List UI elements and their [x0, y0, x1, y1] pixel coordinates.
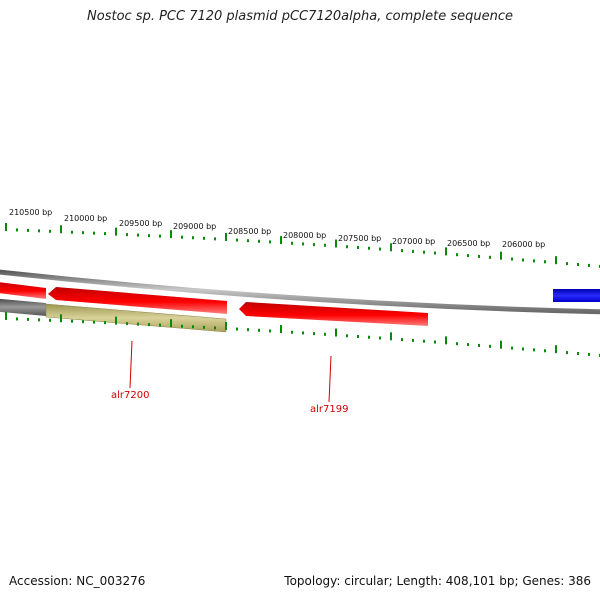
gene-arrow-alr7199[interactable]: [239, 302, 428, 326]
ruler-position-label: 207000 bp: [392, 237, 435, 246]
gene-label-alr7199[interactable]: alr7199: [310, 404, 348, 415]
outer-tick-ruler: [5, 223, 600, 268]
blue-feature-block[interactable]: [553, 289, 600, 302]
ruler-position-label: 209000 bp: [173, 222, 216, 231]
inner-tick-ruler: [5, 312, 600, 357]
ruler-position-label: 206000 bp: [502, 240, 545, 249]
ruler-position-label: 206500 bp: [447, 239, 490, 248]
gene-arrow-left-edge[interactable]: [0, 281, 46, 299]
leader-line-alr7199: [328, 355, 332, 403]
plasmid-backbone-outer: [0, 269, 600, 315]
ruler-position-label: 207500 bp: [338, 234, 381, 243]
ruler-position-label: 208500 bp: [228, 227, 271, 236]
map-title: Nostoc sp. PCC 7120 plasmid pCC7120alpha…: [87, 9, 513, 24]
gene-label-alr7200[interactable]: alr7200: [111, 390, 149, 401]
accession-text: Accession: NC_003276: [9, 574, 146, 588]
tick-labels: 210500 bp 210000 bp 209500 bp 209000 bp 2085…: [9, 208, 545, 249]
leader-line-alr7200: [129, 340, 133, 389]
backbone-inner-segment: [0, 298, 46, 316]
topology-stats-text: Topology: circular; Length: 408,101 bp; …: [284, 574, 591, 588]
ruler-position-label: 208000 bp: [283, 231, 326, 240]
ruler-position-label: 210000 bp: [64, 214, 107, 223]
gene-arrow-alr7200[interactable]: [48, 287, 227, 314]
ruler-position-label: 209500 bp: [119, 219, 162, 228]
ruler-position-label: 210500 bp: [9, 208, 52, 217]
